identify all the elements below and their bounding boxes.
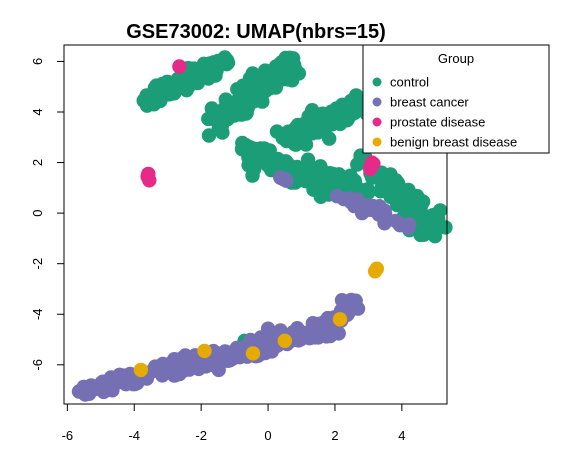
data-point	[350, 301, 366, 316]
y-tick-label: 4	[30, 108, 45, 115]
data-point	[176, 363, 191, 378]
series-prostate-disease	[140, 59, 381, 188]
data-point	[274, 56, 289, 72]
data-point	[332, 312, 348, 327]
data-point	[322, 114, 338, 129]
y-tick-label: 0	[30, 210, 45, 217]
data-point	[174, 71, 190, 86]
y-tick-label: 6	[30, 58, 45, 65]
data-point	[338, 175, 353, 190]
data-point	[361, 185, 376, 200]
data-point	[322, 131, 337, 146]
data-point	[216, 348, 231, 363]
data-point	[141, 166, 156, 182]
data-point	[206, 61, 222, 76]
data-point	[369, 261, 384, 276]
data-point	[248, 69, 263, 84]
series-control	[136, 50, 453, 348]
data-point	[273, 170, 288, 185]
y-tick-label: -4	[30, 308, 45, 320]
data-point	[388, 213, 404, 229]
data-point	[76, 379, 91, 395]
x-tick-label: -2	[195, 428, 207, 443]
data-point	[383, 174, 398, 189]
data-point	[309, 165, 324, 180]
legend-label: benign breast disease	[390, 135, 517, 150]
data-point	[249, 92, 265, 108]
chart-title: GSE73002: UMAP(nbrs=15)	[126, 21, 386, 43]
data-point	[311, 111, 326, 126]
legend-marker	[372, 117, 382, 127]
series-breast-cancer	[71, 170, 417, 402]
data-point	[133, 362, 149, 378]
x-tick-label: 2	[331, 428, 338, 443]
data-point	[377, 206, 393, 222]
x-tick-label: 0	[264, 428, 271, 443]
data-point	[186, 61, 201, 76]
y-tick-label: 2	[30, 159, 45, 166]
data-point	[216, 102, 231, 117]
legend-label: control	[390, 75, 429, 90]
points-layer	[71, 50, 453, 402]
data-point	[239, 105, 254, 120]
legend-title: Group	[438, 51, 474, 66]
data-point	[172, 59, 187, 74]
data-point	[275, 130, 290, 146]
data-point	[204, 101, 219, 116]
data-point	[231, 96, 246, 111]
data-point	[164, 363, 179, 378]
y-tick-label: -2	[30, 258, 45, 270]
data-point	[322, 166, 338, 181]
data-point	[161, 77, 177, 93]
data-point	[336, 191, 351, 207]
x-tick-label: 4	[398, 428, 405, 443]
series-benign-breast-disease	[133, 261, 384, 378]
legend: Group control breast cancer prostate disea…	[362, 44, 550, 154]
data-point	[127, 376, 143, 391]
legend-box	[362, 44, 550, 154]
data-point	[245, 346, 261, 361]
data-point	[334, 109, 349, 125]
data-point	[404, 191, 420, 206]
data-point	[167, 352, 182, 367]
data-point	[245, 168, 260, 183]
data-point	[227, 108, 242, 123]
data-point	[402, 217, 417, 232]
legend-label: breast cancer	[390, 95, 469, 110]
x-tick-label: -6	[62, 428, 74, 443]
x-axis: -6 -4 -2 0 2 4	[62, 403, 405, 443]
data-point	[366, 156, 381, 171]
data-point	[261, 334, 276, 349]
data-point	[246, 150, 261, 166]
data-point	[277, 333, 292, 348]
data-point	[296, 168, 311, 184]
legend-marker	[372, 137, 382, 147]
legend-items: control breast cancer prostate disease beni…	[372, 75, 517, 150]
y-tick-label: -6	[30, 359, 45, 371]
data-point	[102, 374, 117, 389]
x-tick-label: -4	[128, 428, 140, 443]
data-point	[217, 50, 232, 65]
y-axis: -6 -4 -2 0 2 4 6	[30, 58, 65, 371]
data-point	[349, 88, 364, 103]
data-point	[154, 87, 169, 103]
data-point	[319, 320, 334, 335]
legend-marker	[372, 97, 382, 107]
data-point	[212, 117, 227, 132]
legend-label: prostate disease	[390, 115, 485, 130]
data-point	[361, 201, 376, 217]
legend-marker	[372, 77, 382, 87]
data-point	[423, 217, 439, 233]
data-point	[139, 88, 154, 103]
data-point	[197, 343, 212, 359]
